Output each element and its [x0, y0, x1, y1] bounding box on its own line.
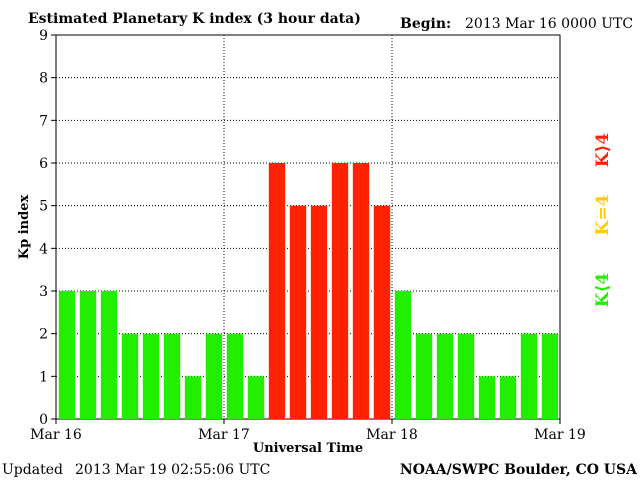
y-tick-label: 5	[39, 199, 48, 215]
kp-bar	[478, 376, 496, 419]
y-tick-label: 0	[39, 412, 48, 428]
y-axis-label: Kp index	[17, 195, 32, 260]
x-tick-label: Mar 16	[30, 427, 82, 443]
kp-bar	[58, 291, 76, 419]
y-tick-label: 4	[39, 241, 48, 257]
chart-title: Estimated Planetary K index (3 hour data…	[28, 11, 361, 27]
kp-bar	[331, 163, 349, 419]
updated-value: 2013 Mar 19 02:55:06 UTC	[75, 462, 270, 478]
kp-bar	[247, 376, 265, 419]
kp-bar	[121, 333, 139, 419]
kp-bar	[499, 376, 517, 419]
y-tick-label: 6	[39, 156, 48, 172]
kp-bar	[436, 333, 454, 419]
x-axis-label: Universal Time	[253, 441, 363, 456]
bars	[58, 163, 559, 419]
kp-bar	[352, 163, 370, 419]
x-tick-label: Mar 17	[198, 427, 250, 443]
begin-label: Begin:	[400, 16, 451, 32]
y-tick-label: 9	[39, 28, 48, 44]
source-credit: NOAA/SWPC Boulder, CO USA	[400, 462, 638, 478]
kp-bar	[79, 291, 97, 419]
x-tick-label: Mar 18	[366, 427, 418, 443]
legend-low: K⟨4	[593, 273, 613, 308]
kp-bar	[163, 333, 181, 419]
updated-label: Updated	[2, 462, 63, 478]
y-tick-label: 7	[39, 113, 48, 129]
kp-bar	[289, 205, 307, 419]
x-tick-label: Mar 19	[534, 427, 586, 443]
y-tick-label: 1	[39, 369, 48, 385]
legend-high: K⟩4	[593, 133, 613, 168]
kp-bar	[100, 291, 118, 419]
kp-bar	[205, 333, 223, 419]
y-tick-label: 2	[39, 327, 48, 343]
kp-bar	[373, 205, 391, 419]
kp-bar	[226, 333, 244, 419]
y-axis-ticks: 0 1 2 3 4 5 6 7 8 9	[39, 28, 56, 428]
kp-bar	[541, 333, 559, 419]
kp-bar	[415, 333, 433, 419]
plot-frame	[55, 34, 561, 420]
y-tick-label: 8	[39, 71, 48, 87]
kp-bar	[142, 333, 160, 419]
begin-value: 2013 Mar 16 0000 UTC	[465, 16, 633, 32]
kp-bar	[520, 333, 538, 419]
legend-mid: K=4	[593, 194, 613, 235]
y-tick-label: 3	[39, 284, 48, 300]
kp-bar	[268, 163, 286, 419]
kp-bar	[184, 376, 202, 419]
x-axis-ticks: Mar 16 Mar 17 Mar 18 Mar 19	[30, 419, 586, 443]
kp-bar	[457, 333, 475, 419]
grid-lines	[56, 35, 560, 419]
kp-bar	[310, 205, 328, 419]
kp-bar	[394, 291, 412, 419]
